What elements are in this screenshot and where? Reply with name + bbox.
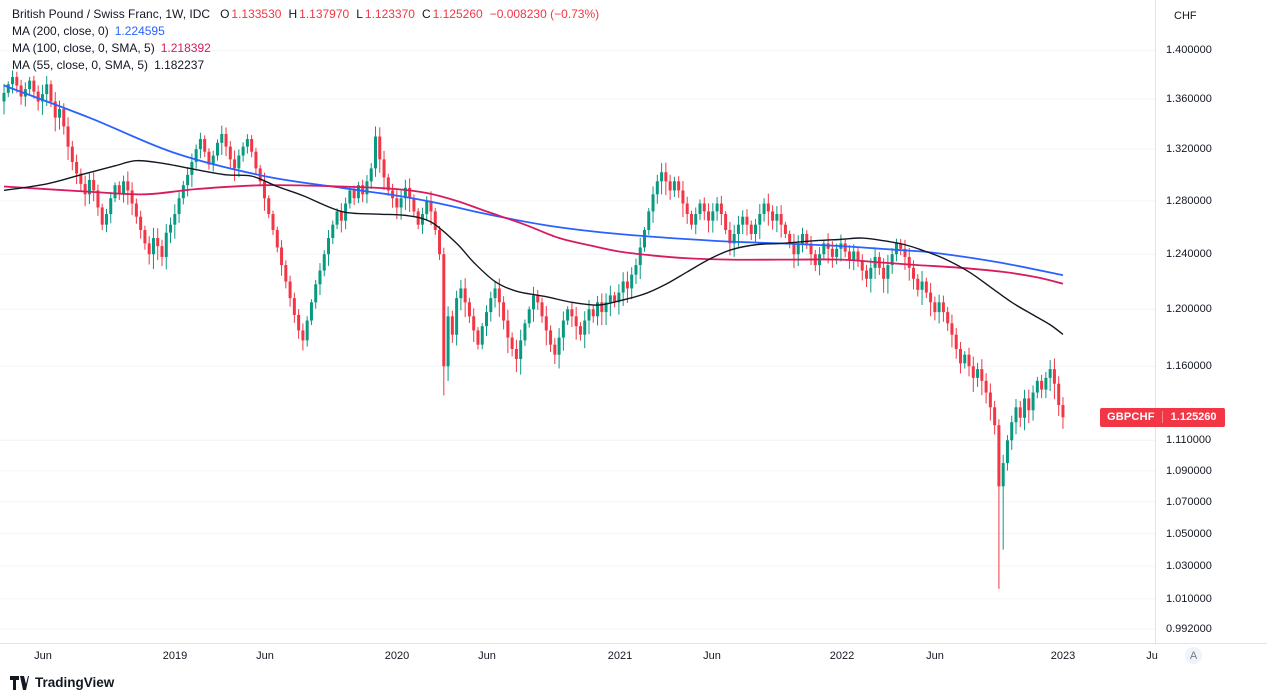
price-axis-label: 1.320000 (1166, 143, 1212, 156)
price-axis-label: 1.010000 (1166, 592, 1212, 605)
time-axis-label: 2023 (1050, 650, 1076, 662)
axis-currency-label: CHF (1174, 10, 1197, 22)
legend: British Pound / Swiss Franc, 1W, IDC O 1.… (12, 6, 601, 74)
price-axis-label: 1.030000 (1166, 559, 1212, 572)
time-axis-label: Jun (34, 650, 52, 662)
ma-200-legend-row[interactable]: MA (200, close, 0) 1.224595 (12, 23, 601, 40)
high-label: H (288, 7, 298, 21)
price-axis-label: 1.110000 (1166, 434, 1212, 447)
ohlc-values: O 1.133530 H 1.137970 L 1.123370 C 1.125260 −0.0… (220, 6, 601, 23)
high-value: 1.137970 (299, 7, 350, 21)
price-axis-label: 1.360000 (1166, 93, 1212, 106)
ma-55-legend-row[interactable]: MA (55, close, 0, SMA, 5) 1.182237 (12, 57, 601, 74)
ma-100-label: MA (100, close, 0, SMA, 5) (12, 41, 155, 55)
price-label-symbol: GBPCHF (1100, 411, 1163, 424)
change-value: −0.008230 (−0.73%) (489, 7, 600, 21)
ma-line-ma-100[interactable] (3, 184, 1064, 285)
time-axis-label: Jun (703, 650, 721, 662)
chart-pane[interactable] (0, 0, 1267, 643)
tradingview-logo-text: TradingView (35, 675, 115, 690)
time-axis-label: 2022 (829, 650, 855, 662)
time-axis-label: 2020 (384, 650, 410, 662)
time-axis-separator (0, 643, 1267, 644)
open-label: O (220, 7, 230, 21)
tradingview-logo[interactable]: TradingView (10, 675, 114, 690)
price-axis-label: 0.992000 (1166, 623, 1212, 636)
price-axis-label: 1.280000 (1166, 194, 1212, 207)
ma-line-ma-200[interactable] (3, 84, 1064, 277)
time-axis-label: Ju (1146, 650, 1158, 662)
time-axis-label: 2019 (162, 650, 188, 662)
ma-line-ma-55[interactable] (3, 159, 1064, 335)
ma-55-label: MA (55, close, 0, SMA, 5) (12, 58, 149, 72)
price-axis-label: 1.070000 (1166, 495, 1212, 508)
price-axis-separator (1155, 0, 1156, 643)
time-axis-label: 2021 (607, 650, 633, 662)
close-value: 1.125260 (432, 7, 483, 21)
open-value: 1.133530 (231, 7, 282, 21)
time-axis-label: Jun (478, 650, 496, 662)
symbol-legend-row[interactable]: British Pound / Swiss Franc, 1W, IDC O 1.… (12, 6, 601, 23)
price-label-value: 1.125260 (1170, 411, 1217, 424)
ma-200-value: 1.224595 (114, 24, 165, 38)
low-label: L (356, 7, 363, 21)
last-price-label: GBPCHF 1.125260 (1100, 407, 1225, 427)
ma-100-value: 1.218392 (160, 41, 211, 55)
price-axis-label: 1.240000 (1166, 248, 1212, 261)
time-axis-label: Jun (926, 650, 944, 662)
price-axis-label: 1.400000 (1166, 44, 1212, 57)
price-axis-label: 1.090000 (1166, 464, 1212, 477)
auto-scale-button[interactable]: A (1185, 647, 1202, 664)
price-axis-label: 1.050000 (1166, 527, 1212, 540)
low-value: 1.123370 (364, 7, 415, 21)
ma-100-legend-row[interactable]: MA (100, close, 0, SMA, 5) 1.218392 (12, 40, 601, 57)
tradingview-logo-icon (10, 675, 29, 690)
ma-200-label: MA (200, close, 0) (12, 24, 109, 38)
candles (2, 70, 1065, 589)
time-axis-label: Jun (256, 650, 274, 662)
close-label: C (421, 7, 431, 21)
symbol-title: British Pound / Swiss Franc, 1W, IDC (12, 7, 211, 21)
price-axis-label: 1.160000 (1166, 360, 1212, 373)
price-axis-label: 1.200000 (1166, 303, 1212, 316)
ma-55-value: 1.182237 (154, 58, 205, 72)
